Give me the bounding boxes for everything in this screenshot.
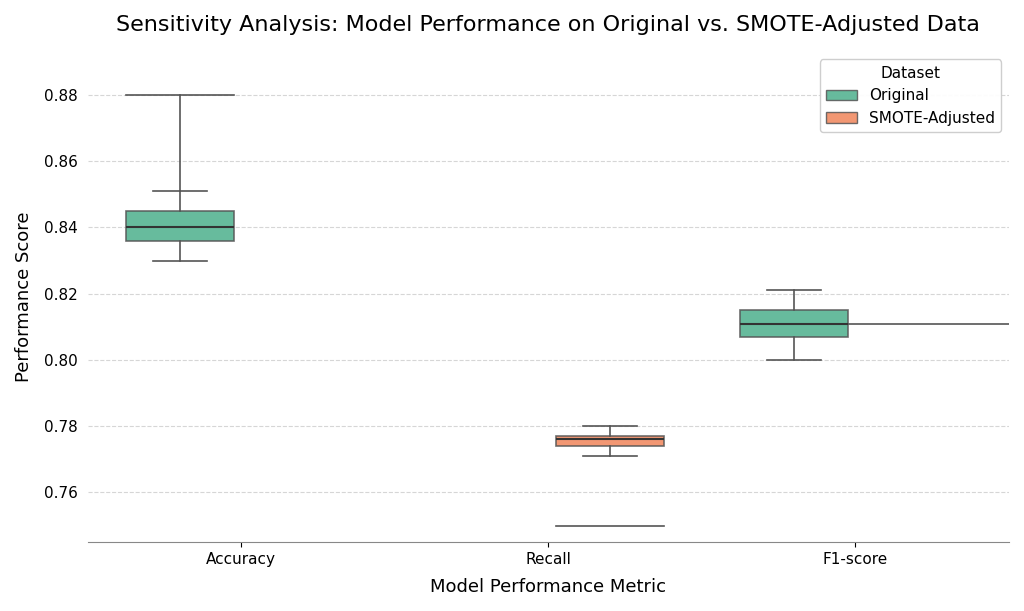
PathPatch shape <box>556 436 664 446</box>
X-axis label: Model Performance Metric: Model Performance Metric <box>430 578 667 596</box>
Legend: Original, SMOTE-Adjusted: Original, SMOTE-Adjusted <box>820 59 1001 132</box>
PathPatch shape <box>126 211 233 241</box>
Title: Sensitivity Analysis: Model Performance on Original vs. SMOTE-Adjusted Data: Sensitivity Analysis: Model Performance … <box>117 15 980 35</box>
PathPatch shape <box>740 310 848 337</box>
Y-axis label: Performance Score: Performance Score <box>15 212 33 382</box>
